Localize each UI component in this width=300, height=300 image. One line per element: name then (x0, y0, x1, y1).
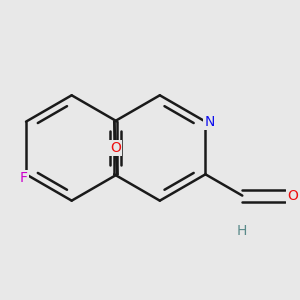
Text: F: F (20, 171, 28, 185)
Text: H: H (237, 224, 247, 238)
Text: N: N (204, 115, 215, 129)
Text: O: O (287, 189, 298, 202)
Text: O: O (110, 141, 121, 155)
